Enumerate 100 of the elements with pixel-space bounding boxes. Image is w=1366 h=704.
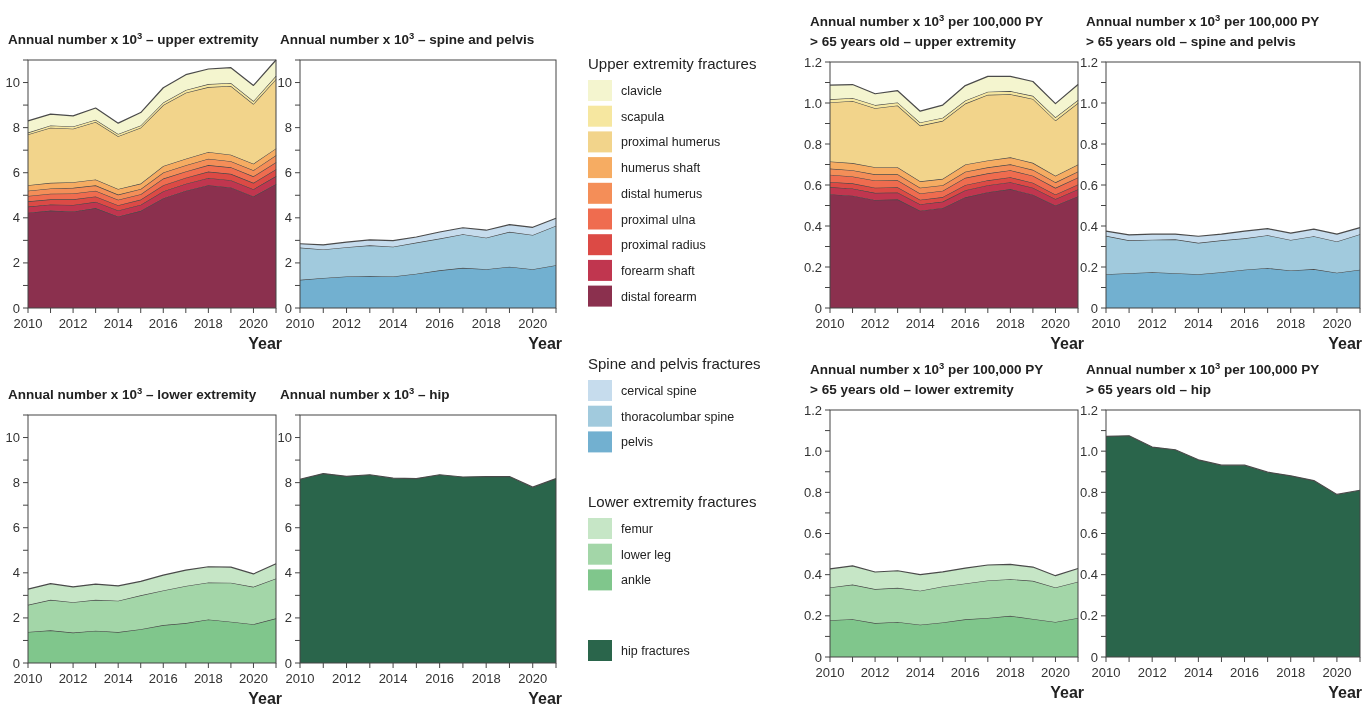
x-tick-label: 2018: [995, 665, 1025, 680]
x-axis-title: Year: [248, 335, 282, 352]
y-tick-label: 1.2: [803, 402, 822, 418]
x-tick-label: 2010: [285, 671, 315, 686]
y-tick-label: 2: [284, 610, 292, 626]
y-tick-label: 2: [12, 610, 20, 626]
y-tick-label: 4: [284, 210, 292, 226]
y-tick-label: 2: [284, 255, 292, 271]
chart-title: Annual number x 10$^{3}$ per 100,000 PY > 65 years old – hip: [1086, 359, 1320, 397]
x-tick-label: 2014: [103, 316, 133, 331]
x-axis-title: Year: [528, 335, 562, 352]
x-tick-label: 2018: [471, 316, 501, 331]
y-tick-label: 6: [12, 520, 20, 536]
x-tick-label: 2016: [950, 316, 980, 331]
legend-label: cervical spine: [621, 384, 697, 398]
x-tick-label: 2016: [1230, 665, 1260, 680]
y-tick-label: 0.6: [803, 177, 822, 193]
legend-label: pelvis: [621, 435, 653, 450]
y-tick-label: 0.8: [803, 136, 822, 152]
legend-label: distal humerus: [621, 186, 703, 201]
x-tick-label: 2016: [148, 316, 178, 331]
chart-title: Annual number x 10$^{3}$ – upper extremity: [8, 29, 260, 47]
x-tick-label: 2012: [1137, 665, 1167, 680]
legend-label: proximal humerus: [621, 135, 721, 150]
x-tick-label: 2020: [238, 671, 268, 686]
y-tick-label: 1.2: [1079, 402, 1098, 418]
y-tick-label: 0.6: [1079, 177, 1098, 193]
y-tick-label: 1.0: [1079, 443, 1098, 459]
y-tick-label: 0.4: [803, 218, 822, 234]
y-tick-label: 8: [284, 120, 292, 136]
y-tick-label: 6: [284, 165, 292, 181]
y-tick-label: 0: [814, 300, 822, 316]
x-tick-label: 2016: [950, 665, 980, 680]
x-tick-label: 2012: [1137, 316, 1167, 331]
y-tick-label: 4: [12, 210, 20, 226]
y-tick-label: 0: [284, 300, 292, 316]
x-tick-label: 2012: [332, 316, 362, 331]
x-tick-label: 2020: [238, 316, 268, 331]
x-tick-label: 2016: [425, 316, 455, 331]
x-tick-label: 2014: [1183, 316, 1213, 331]
x-axis-title: Year: [1050, 684, 1084, 701]
legend-title: Spine and pelvis fractures: [588, 355, 761, 372]
y-tick-label: 10: [5, 430, 20, 446]
x-tick-label: 2010: [815, 316, 845, 331]
y-tick-label: 4: [12, 565, 20, 581]
x-tick-label: 2012: [332, 671, 362, 686]
x-tick-label: 2020: [518, 316, 548, 331]
legend-label: proximal ulna: [621, 212, 696, 227]
x-axis-title: Year: [1328, 335, 1362, 352]
y-tick-label: 8: [12, 475, 20, 491]
y-tick-label: 8: [284, 475, 292, 491]
x-tick-label: 2012: [58, 671, 88, 686]
x-tick-label: 2014: [103, 671, 133, 686]
x-tick-label: 2010: [815, 665, 845, 680]
chart-title: Annual number x 10$^{3}$ per 100,000 PY > 65 years old – spine and pelvis: [1086, 11, 1320, 49]
x-tick-label: 2018: [193, 671, 223, 686]
x-tick-label: 2012: [860, 316, 890, 331]
y-tick-label: 0: [814, 649, 822, 665]
chart-title: Annual number x 10$^{3}$ per 100,000 PY > 65 years old – upper extremity: [810, 11, 1044, 49]
x-axis-title: Year: [1050, 335, 1084, 352]
legend-label: ankle: [621, 573, 651, 588]
y-tick-label: 0: [1090, 649, 1098, 665]
y-tick-label: 0.8: [1079, 484, 1098, 500]
y-tick-label: 0.8: [803, 484, 822, 500]
x-tick-label: 2018: [1276, 316, 1306, 331]
legend-label: humerus shaft: [621, 161, 701, 176]
y-tick-label: 1.0: [803, 95, 822, 111]
y-tick-label: 0.2: [1079, 259, 1098, 275]
chart-title: Annual number x 10$^{3}$ – lower extremity: [8, 384, 257, 402]
legend-label: forearm shaft: [621, 263, 696, 278]
y-tick-label: 6: [12, 165, 20, 181]
x-axis-title: Year: [528, 690, 562, 704]
x-tick-label: 2010: [13, 671, 43, 686]
y-tick-label: 0: [284, 655, 292, 671]
x-tick-label: 2010: [1091, 665, 1121, 680]
y-tick-label: 10: [277, 430, 292, 446]
y-tick-label: 0.2: [803, 608, 822, 624]
legend-label: thoracolumbar spine: [621, 409, 735, 424]
chart-title: Annual number x 10$^{3}$ per 100,000 PY > 65 years old – lower extremity: [810, 359, 1044, 397]
legend-label: hip fractures: [621, 644, 690, 658]
chart-title: Annual number x 10$^{3}$ – spine and pelvis: [280, 29, 535, 47]
y-tick-label: 0: [12, 655, 20, 671]
chart-title: Annual number x 10$^{3}$ – hip: [280, 384, 450, 402]
y-tick-label: 10: [5, 75, 20, 91]
x-tick-label: 2020: [1322, 665, 1352, 680]
y-tick-label: 1.2: [803, 54, 822, 70]
legend-label: femur: [621, 522, 653, 536]
x-tick-label: 2020: [1040, 665, 1070, 680]
legend-label: proximal radius: [621, 238, 706, 253]
y-tick-label: 1.0: [1079, 95, 1098, 111]
y-tick-label: 0.4: [1079, 218, 1098, 234]
x-tick-label: 2014: [905, 665, 935, 680]
x-axis-title: Year: [1328, 684, 1362, 701]
y-tick-label: 0: [12, 300, 20, 316]
x-tick-label: 2020: [1040, 316, 1070, 331]
y-tick-label: 0: [1090, 300, 1098, 316]
y-tick-label: 0.6: [803, 526, 822, 542]
legend-label: distal forearm: [621, 289, 697, 304]
y-tick-label: 0.4: [803, 567, 822, 583]
x-tick-label: 2014: [905, 316, 935, 331]
